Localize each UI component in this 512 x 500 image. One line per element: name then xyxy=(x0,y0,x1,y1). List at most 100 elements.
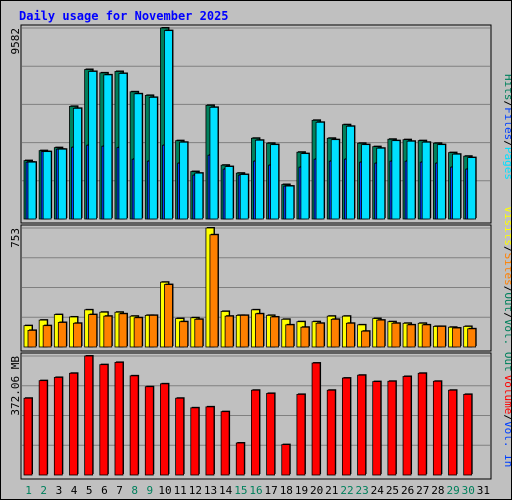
bar-volume-day-10 xyxy=(160,383,169,476)
legend-entry: Vol. Out xyxy=(502,319,511,372)
bar-volume-day-29 xyxy=(448,389,457,476)
bar-pages-day-29 xyxy=(452,153,461,220)
y-max-label: 753 xyxy=(9,228,22,248)
bar-volume-day-13 xyxy=(205,406,215,476)
bar-volume-day-5 xyxy=(84,355,94,476)
bar-volume-day-14 xyxy=(220,411,230,476)
day-label-25: 25 xyxy=(386,484,399,497)
bar-sites-day-23 xyxy=(361,330,370,348)
bar-pages-day-27 xyxy=(421,141,431,220)
day-label-5: 5 xyxy=(86,484,93,497)
legend-entry: Out xyxy=(502,292,511,312)
bar-sites-day-21 xyxy=(330,318,340,348)
day-label-8: 8 xyxy=(131,484,138,497)
bar-volume-day-7 xyxy=(114,362,124,476)
legend: Volume/Vol. In xyxy=(502,375,511,468)
day-label-4: 4 xyxy=(71,484,78,497)
bar-volume-day-1 xyxy=(23,397,33,476)
day-label-18: 18 xyxy=(280,484,293,497)
legend-entry: / xyxy=(502,414,511,421)
legend-entry: Volume xyxy=(502,375,511,415)
bar-pages-day-3 xyxy=(57,148,67,220)
bar-sites-day-1 xyxy=(27,330,37,348)
bar-pages-day-11 xyxy=(179,141,189,220)
bar-volume-day-19 xyxy=(296,394,306,476)
day-label-12: 12 xyxy=(189,484,202,497)
bar-sites-day-16 xyxy=(255,313,264,348)
bar-sites-day-13 xyxy=(209,234,219,348)
day-label-17: 17 xyxy=(265,484,278,497)
bar-sites-day-17 xyxy=(270,316,279,348)
day-label-15: 15 xyxy=(234,484,247,497)
day-label-19: 19 xyxy=(295,484,308,497)
legend-entry: / xyxy=(502,286,511,293)
legend-entry: Visits xyxy=(502,206,511,246)
bar-pages-day-25 xyxy=(391,140,401,220)
bar-sites-day-18 xyxy=(285,324,295,348)
bar-volume-day-11 xyxy=(175,397,185,476)
bar-pages-day-1 xyxy=(27,161,37,220)
bar-volume-day-3 xyxy=(53,377,63,476)
bar-pages-day-8 xyxy=(133,93,143,220)
bar-pages-day-15 xyxy=(239,174,249,220)
day-label-31: 31 xyxy=(477,484,490,497)
bar-volume-day-6 xyxy=(99,364,109,476)
bar-sites-day-8 xyxy=(133,317,143,348)
bar-pages-day-17 xyxy=(270,144,279,220)
legend-entry: / xyxy=(502,246,511,253)
legend-entry: Files xyxy=(502,107,511,140)
day-label-13: 13 xyxy=(204,484,217,497)
bar-volume-day-18 xyxy=(281,444,291,476)
legend-entry: Hits xyxy=(502,74,511,101)
legend-entry: Vol. In xyxy=(502,421,511,467)
bar-sites-day-12 xyxy=(194,318,204,348)
day-label-9: 9 xyxy=(147,484,154,497)
bar-sites-day-15 xyxy=(239,314,249,348)
bar-pages-day-4 xyxy=(73,107,82,220)
bar-pages-day-9 xyxy=(148,97,158,220)
day-label-1: 1 xyxy=(25,484,32,497)
bar-pages-day-19 xyxy=(300,153,310,220)
bar-volume-day-26 xyxy=(402,376,412,476)
bar-pages-day-26 xyxy=(406,140,416,220)
bar-sites-day-28 xyxy=(436,326,446,348)
bar-volume-day-17 xyxy=(266,393,275,476)
bar-pages-day-14 xyxy=(224,166,234,220)
bar-pages-day-5 xyxy=(88,71,98,220)
day-label-30: 30 xyxy=(462,484,475,497)
bar-pages-day-7 xyxy=(118,73,128,220)
bar-sites-day-11 xyxy=(179,321,189,348)
bar-pages-day-20 xyxy=(315,121,325,220)
day-label-11: 11 xyxy=(174,484,187,497)
bar-sites-day-20 xyxy=(315,322,325,348)
bar-sites-day-19 xyxy=(300,326,310,348)
bar-volume-day-30 xyxy=(463,394,473,476)
bar-volume-day-15 xyxy=(235,442,245,476)
legend-entry: Sites xyxy=(502,253,511,286)
day-label-22: 22 xyxy=(340,484,353,497)
panel-volume: 372.06 MB Volume/Vol. In xyxy=(9,352,511,480)
bar-pages-day-16 xyxy=(255,139,264,220)
bar-sites-day-10 xyxy=(164,284,173,348)
bar-volume-day-24 xyxy=(372,381,382,476)
bar-pages-day-12 xyxy=(194,172,204,220)
legend-entry: / xyxy=(502,312,511,319)
bar-volume-day-12 xyxy=(190,407,200,476)
bar-volume-day-27 xyxy=(417,372,427,476)
bar-volume-day-9 xyxy=(144,386,154,476)
bar-pages-day-28 xyxy=(436,144,446,220)
y-max-label: 372.06 MB xyxy=(9,356,22,416)
bar-pages-day-30 xyxy=(467,157,477,220)
bar-pages-day-22 xyxy=(345,125,355,220)
bar-volume-day-28 xyxy=(432,380,442,476)
bar-pages-day-6 xyxy=(103,74,113,220)
day-label-21: 21 xyxy=(325,484,338,497)
bar-sites-day-26 xyxy=(406,324,416,348)
day-label-24: 24 xyxy=(371,484,385,497)
day-label-2: 2 xyxy=(40,484,47,497)
legend-entry: / xyxy=(502,101,511,108)
chart-title: Daily usage for November 2025 xyxy=(19,9,229,23)
bar-sites-day-7 xyxy=(118,313,128,348)
